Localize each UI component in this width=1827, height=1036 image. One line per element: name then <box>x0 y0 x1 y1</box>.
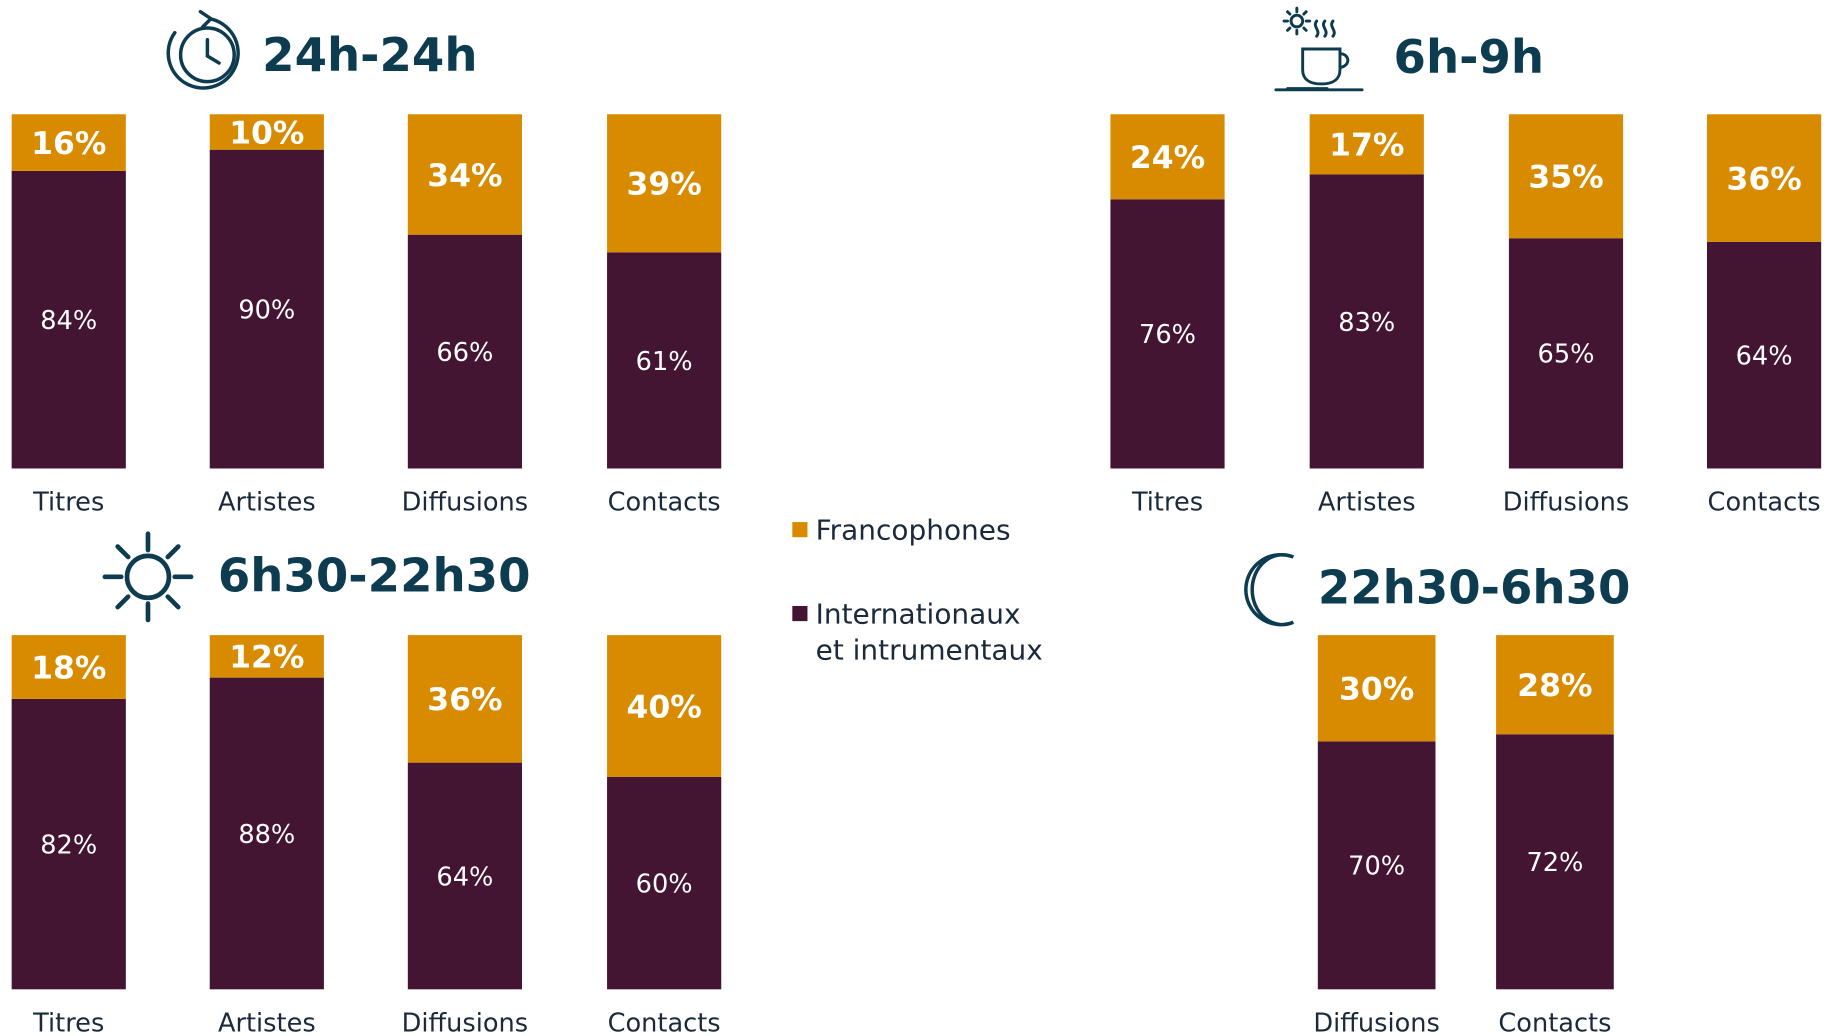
value-label: 10% <box>229 115 304 151</box>
value-label: 24% <box>1130 140 1205 176</box>
bar-segment <box>209 149 324 469</box>
category-label: Artistes <box>218 1008 316 1036</box>
bar-segment <box>1508 114 1624 239</box>
value-label: 83% <box>1338 308 1395 338</box>
bar-segment <box>1317 635 1436 742</box>
bar-segment <box>407 234 522 469</box>
bar-segment <box>607 776 722 990</box>
value-label: 28% <box>1517 668 1592 704</box>
bar-segment <box>1309 114 1424 175</box>
bar-segment <box>1317 741 1436 990</box>
value-label: 64% <box>1736 341 1793 371</box>
chart-title: 6h30-22h30 <box>218 549 531 603</box>
category-label: Contacts <box>608 487 721 517</box>
category-label: Titres <box>32 487 104 517</box>
chart-title: 6h-9h <box>1394 30 1545 84</box>
category-label: Contacts <box>1708 487 1821 517</box>
value-label: 35% <box>1528 160 1603 196</box>
value-label: 90% <box>238 295 295 325</box>
value-label: 76% <box>1139 320 1196 350</box>
value-label: 34% <box>427 158 502 194</box>
category-label: Diffusions <box>1313 1008 1440 1036</box>
value-label: 30% <box>1339 672 1414 708</box>
bar-segment <box>209 635 324 678</box>
bar-segment <box>1110 199 1225 469</box>
bar-segment <box>209 677 324 990</box>
category-label: Contacts <box>1498 1008 1611 1036</box>
category-label: Titres <box>1131 487 1203 517</box>
bar-segment <box>1496 734 1614 990</box>
bar-segment <box>1706 241 1822 469</box>
chart-title: 24h-24h <box>262 28 477 82</box>
value-label: 36% <box>427 682 502 718</box>
value-label: 40% <box>627 689 702 725</box>
bar-segment <box>607 635 722 777</box>
value-label: 17% <box>1329 128 1404 164</box>
category-label: Contacts <box>608 1008 721 1036</box>
bar-segment <box>11 170 126 469</box>
value-label: 16% <box>31 126 106 162</box>
bar-segment <box>407 762 522 990</box>
bar-segment <box>607 114 722 253</box>
category-label: Titres <box>32 1008 104 1036</box>
bar-segment <box>11 698 126 990</box>
legend-swatch <box>792 522 808 538</box>
coffee-icon <box>1274 6 1364 92</box>
legend-label: Francophones <box>816 513 1011 546</box>
value-label: 18% <box>31 650 106 686</box>
chart-title: 22h30-6h30 <box>1318 560 1631 614</box>
moon-icon <box>1244 552 1295 627</box>
category-label: Diffusions <box>1503 487 1629 517</box>
value-label: 61% <box>636 347 693 377</box>
value-label: 36% <box>1726 161 1801 197</box>
value-label: 39% <box>627 167 702 203</box>
bar-segment <box>407 114 522 235</box>
value-label: 64% <box>436 862 493 892</box>
category-label: Diffusions <box>402 1008 528 1036</box>
bar-segment <box>209 114 324 150</box>
bar-segment <box>607 252 722 469</box>
bar-segment <box>1110 114 1225 200</box>
legend-label: Internationaux <box>816 597 1021 630</box>
bar-segment <box>1309 174 1424 469</box>
bar-segment <box>407 635 522 763</box>
category-label: Artistes <box>218 487 316 517</box>
category-label: Diffusions <box>402 487 528 517</box>
value-label: 60% <box>636 869 693 899</box>
bar-segment <box>1496 635 1614 735</box>
legend-swatch <box>792 605 808 622</box>
value-label: 66% <box>436 338 493 368</box>
sun-icon <box>102 531 194 623</box>
bar-segment <box>1706 114 1822 242</box>
value-label: 88% <box>238 820 295 850</box>
value-label: 84% <box>40 306 97 336</box>
value-label: 12% <box>229 640 304 676</box>
legend-label: et intrumentaux <box>816 633 1043 666</box>
value-label: 82% <box>40 830 97 860</box>
value-label: 70% <box>1348 852 1405 882</box>
bar-segment <box>11 635 126 699</box>
category-label: Artistes <box>1318 487 1416 517</box>
bar-segment <box>11 114 126 171</box>
bar-segment <box>1508 238 1624 469</box>
clock-icon <box>166 9 240 90</box>
value-label: 65% <box>1538 340 1595 370</box>
value-label: 72% <box>1526 848 1583 878</box>
